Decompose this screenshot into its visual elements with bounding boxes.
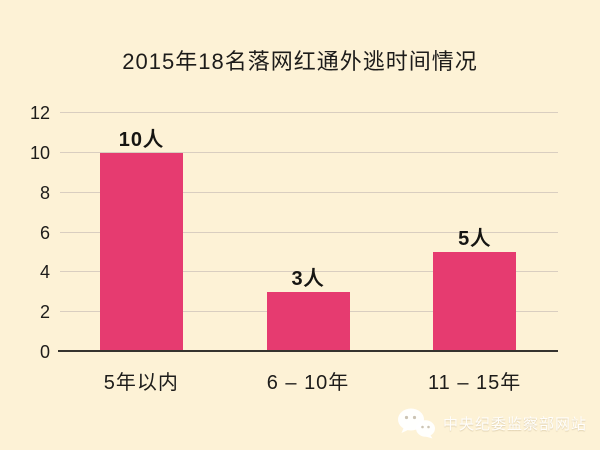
x-category-label: 6 – 10年	[266, 372, 350, 394]
gridline	[60, 191, 558, 193]
y-tick-label: 0	[39, 342, 50, 362]
y-tick-label: 12	[29, 103, 50, 123]
y-tick-label: 2	[39, 302, 50, 323]
plot-area: 10人 3人 5人	[58, 112, 558, 352]
watermark: 中央纪委监察部网站	[397, 407, 587, 440]
bar	[99, 152, 183, 352]
gridline	[60, 231, 558, 233]
y-tick-label: 8	[39, 182, 50, 203]
bars-row: 10人 3人 5人	[58, 113, 558, 352]
chart-title: 2015年18名落网红通外逃时间情况	[122, 49, 478, 74]
gridline	[60, 151, 558, 153]
bar-column: 10人	[58, 113, 225, 352]
y-axis: 0 2 4 6 8 10 12	[0, 104, 50, 361]
gridline	[60, 271, 558, 273]
bar	[266, 292, 350, 352]
watermark-text: 中央纪委监察部网站	[442, 416, 587, 433]
bar-column: 3人	[225, 113, 392, 352]
y-tick-label: 10	[29, 142, 50, 163]
bar-value-label: 5人	[458, 228, 492, 251]
gridline	[60, 112, 558, 113]
wechat-icon	[397, 408, 435, 439]
x-category-label: 11 – 15年	[428, 372, 522, 394]
x-axis-line	[58, 350, 558, 352]
x-category-label: 5年以内	[103, 372, 179, 394]
bar-value-label: 3人	[291, 268, 325, 291]
y-tick-label: 6	[39, 222, 50, 243]
y-tick-label: 4	[39, 262, 50, 283]
bar-column: 5人	[391, 113, 558, 352]
bar-value-label: 10人	[118, 128, 164, 151]
bar	[433, 252, 517, 352]
x-axis: 5年以内 6 – 10年 11 – 15年	[58, 366, 558, 395]
